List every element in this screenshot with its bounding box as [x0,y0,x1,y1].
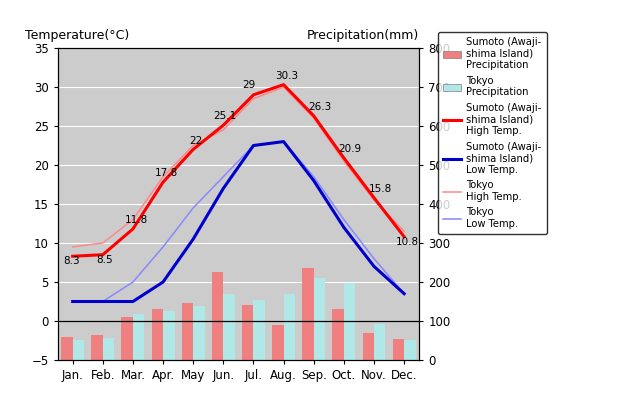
Bar [193,306,205,360]
Bar [253,300,265,360]
Text: 26.3: 26.3 [308,102,332,112]
Text: 11.8: 11.8 [124,215,148,225]
Bar [182,304,193,360]
Bar [272,325,284,360]
Bar [61,336,73,360]
Text: 20.9: 20.9 [339,144,362,154]
Bar [103,338,115,360]
Text: 29: 29 [243,80,255,90]
Text: 15.8: 15.8 [369,184,392,194]
Text: 8.5: 8.5 [96,255,113,265]
Bar [362,333,374,360]
Text: Precipitation(mm): Precipitation(mm) [307,29,419,42]
Bar [73,340,84,360]
Bar [404,340,415,360]
Text: 30.3: 30.3 [275,71,298,81]
Bar [374,324,385,360]
Bar [212,272,223,360]
Bar [393,338,404,360]
Bar [284,294,295,360]
Text: 17.8: 17.8 [154,168,178,178]
Bar [122,317,133,360]
Bar [152,309,163,360]
Bar [133,314,145,360]
Bar [92,335,103,360]
Text: 10.8: 10.8 [396,237,419,247]
Bar [332,309,344,360]
Text: Temperature(°C): Temperature(°C) [25,29,129,42]
Bar [163,311,175,360]
Bar [314,278,325,360]
Text: 22: 22 [189,136,203,146]
Legend: Sumoto (Awaji-
shima Island)
Precipitation, Tokyo
Precipitation, Sumoto (Awaji-
: Sumoto (Awaji- shima Island) Precipitati… [438,32,547,234]
Bar [302,268,314,360]
Text: 25.1: 25.1 [213,111,236,121]
Text: 8.3: 8.3 [63,256,79,266]
Bar [242,306,253,360]
Bar [223,294,235,360]
Bar [344,283,355,360]
